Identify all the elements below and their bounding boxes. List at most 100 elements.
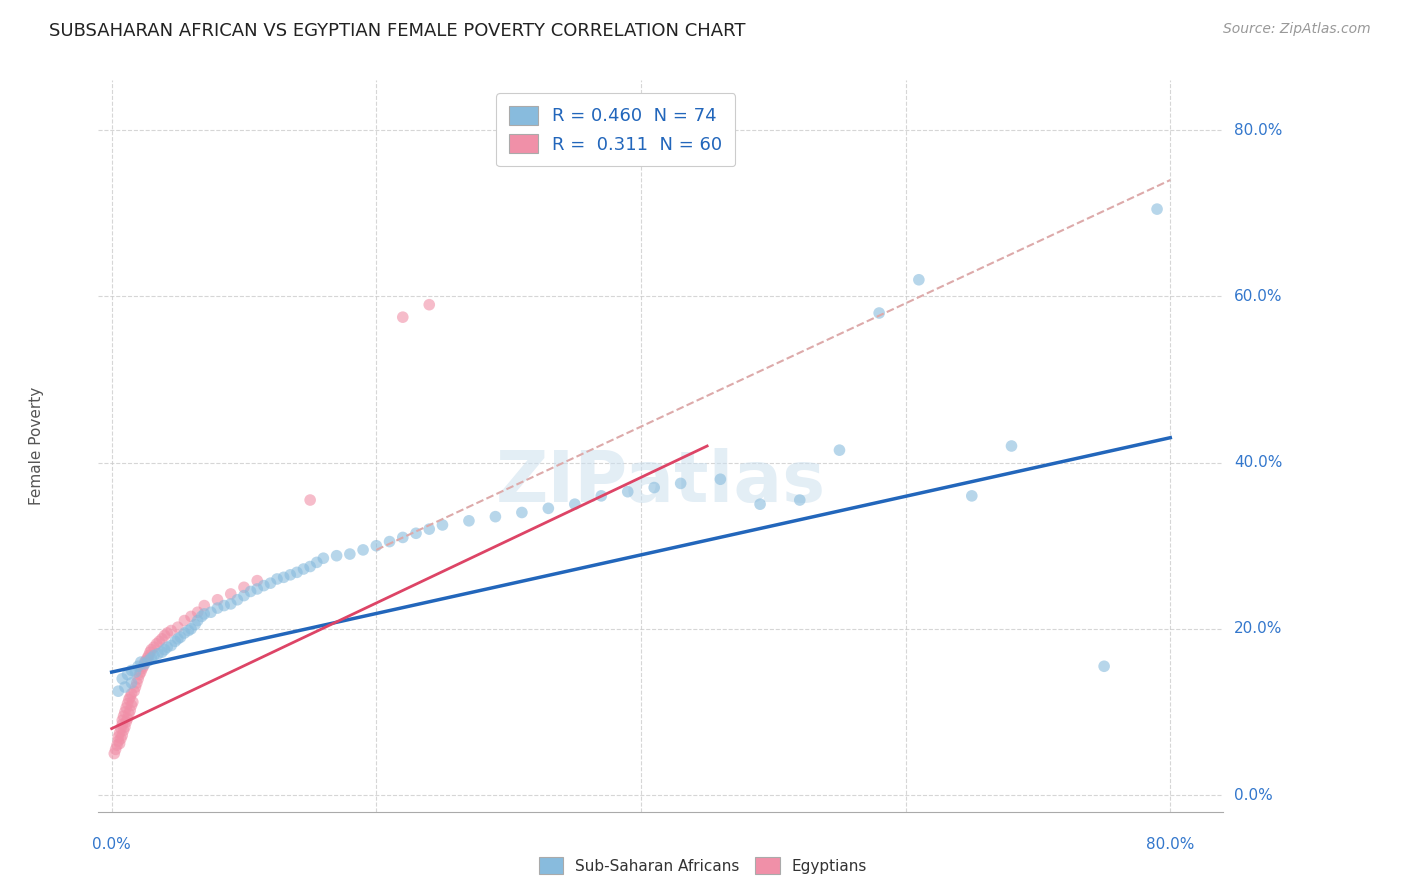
Point [118,692,141,706]
Point [111,717,134,731]
Point [138,653,160,667]
Point [129,655,152,669]
Point [193,607,215,621]
Text: 0.0%: 0.0% [93,837,131,852]
Point [266,572,288,586]
Point [114,720,136,734]
Text: 80.0%: 80.0% [1234,123,1282,137]
Point [868,306,890,320]
Point [616,484,638,499]
Point [114,705,136,719]
Point [173,614,195,628]
Point [143,640,166,655]
Point [418,522,440,536]
Point [107,734,129,748]
Point [134,655,156,669]
Point [150,632,173,646]
Point [212,599,235,613]
Point [121,664,143,678]
Point [156,640,179,655]
Point [146,647,169,661]
Point [1146,202,1168,216]
Point [828,443,851,458]
Point [299,493,322,508]
Point [285,566,308,580]
Point [108,737,131,751]
Point [112,723,135,738]
Point [153,628,176,642]
Point [1092,659,1115,673]
Text: SUBSAHARAN AFRICAN VS EGYPTIAN FEMALE POVERTY CORRELATION CHART: SUBSAHARAN AFRICAN VS EGYPTIAN FEMALE PO… [49,22,745,40]
Point [136,651,159,665]
Point [180,609,202,624]
Point [709,472,731,486]
Point [108,725,131,739]
Point [139,645,162,659]
Point [339,547,361,561]
Point [207,601,229,615]
Point [115,714,138,729]
Point [484,509,506,524]
Text: Female Poverty: Female Poverty [30,387,44,505]
Point [273,570,295,584]
Point [111,672,134,686]
Point [143,648,166,663]
Text: 0.0%: 0.0% [1234,788,1272,803]
Point [120,703,142,717]
Point [219,597,242,611]
Point [239,584,262,599]
Point [643,481,665,495]
Point [141,642,163,657]
Point [160,624,183,638]
Point [114,680,136,694]
Point [184,617,207,632]
Point [138,648,160,663]
Point [165,634,187,648]
Point [1000,439,1022,453]
Point [127,659,149,673]
Point [166,620,188,634]
Point [122,684,145,698]
Point [127,672,149,686]
Point [129,665,152,679]
Point [107,684,129,698]
Point [187,605,209,619]
Point [253,579,276,593]
Point [132,659,155,673]
Point [233,589,256,603]
Point [134,657,156,671]
Point [299,559,322,574]
Point [193,599,215,613]
Point [105,738,128,752]
Point [278,567,301,582]
Text: 60.0%: 60.0% [1234,289,1282,304]
Point [200,605,222,619]
Text: Source: ZipAtlas.com: Source: ZipAtlas.com [1223,22,1371,37]
Point [305,555,328,569]
Point [537,501,560,516]
Point [104,742,127,756]
Point [117,667,139,681]
Point [219,587,242,601]
Point [259,576,281,591]
Point [325,549,347,563]
Point [117,712,139,726]
Point [120,690,142,704]
Point [180,622,202,636]
Point [246,574,269,588]
Point [226,592,249,607]
Point [107,730,129,744]
Point [378,534,401,549]
Point [908,273,931,287]
Point [960,489,983,503]
Point [458,514,481,528]
Point [591,489,613,503]
Point [352,542,374,557]
Point [121,698,143,713]
Point [366,539,388,553]
Text: 40.0%: 40.0% [1234,455,1282,470]
Point [207,592,229,607]
Point [190,609,212,624]
Point [125,676,148,690]
Point [145,637,167,651]
